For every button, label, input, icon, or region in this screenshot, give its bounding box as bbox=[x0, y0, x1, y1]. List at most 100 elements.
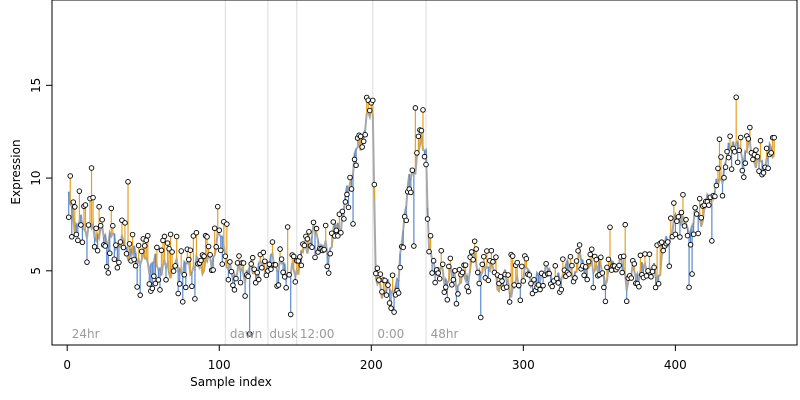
data-point bbox=[76, 188, 83, 194]
data-point bbox=[418, 127, 425, 134]
data-point bbox=[756, 168, 762, 174]
data-point bbox=[573, 258, 580, 264]
data-point bbox=[642, 251, 648, 257]
data-point bbox=[306, 229, 312, 235]
data-point bbox=[145, 232, 151, 239]
data-point bbox=[234, 260, 241, 266]
data-point bbox=[537, 286, 543, 293]
data-point bbox=[420, 107, 426, 113]
data-point bbox=[721, 175, 727, 181]
phase-label: 48hr bbox=[431, 327, 459, 341]
data-point bbox=[284, 224, 291, 230]
data-point bbox=[517, 297, 524, 303]
data-point bbox=[690, 231, 697, 237]
data-point bbox=[587, 251, 593, 258]
data-point bbox=[129, 231, 136, 238]
data-point bbox=[360, 138, 367, 145]
data-point bbox=[620, 253, 627, 260]
data-point bbox=[312, 254, 318, 261]
data-point bbox=[180, 299, 186, 305]
data-point bbox=[281, 274, 288, 280]
data-point bbox=[125, 179, 131, 185]
data-point bbox=[237, 279, 244, 286]
data-point bbox=[465, 288, 472, 295]
data-point bbox=[73, 231, 80, 238]
data-point bbox=[543, 260, 549, 267]
data-point bbox=[698, 215, 704, 221]
data-point bbox=[739, 167, 746, 174]
data-point bbox=[161, 233, 168, 240]
data-point bbox=[674, 218, 680, 224]
data-point bbox=[149, 285, 156, 292]
data-point bbox=[254, 269, 261, 276]
data-point bbox=[367, 107, 373, 114]
data-point bbox=[602, 298, 609, 305]
data-point bbox=[478, 314, 484, 321]
data-point bbox=[173, 233, 180, 240]
data-point bbox=[479, 261, 486, 268]
data-point bbox=[249, 254, 256, 261]
data-point bbox=[169, 249, 175, 255]
data-point bbox=[757, 137, 764, 144]
data-point bbox=[327, 250, 333, 257]
x-tick-label: 200 bbox=[360, 358, 383, 372]
data-point bbox=[519, 263, 525, 270]
data-point bbox=[719, 193, 726, 199]
data-point bbox=[598, 254, 604, 261]
data-point bbox=[585, 258, 592, 265]
data-point bbox=[450, 276, 457, 283]
data-point bbox=[643, 273, 650, 279]
data-point bbox=[675, 214, 682, 220]
data-point bbox=[391, 309, 397, 315]
data-point bbox=[287, 311, 294, 318]
data-point bbox=[427, 233, 434, 239]
data-point bbox=[186, 256, 192, 263]
data-point bbox=[706, 202, 712, 208]
data-point bbox=[681, 223, 688, 229]
data-point bbox=[652, 284, 659, 291]
data-point bbox=[462, 262, 469, 268]
data-point bbox=[97, 222, 104, 229]
data-point bbox=[471, 238, 478, 244]
data-point bbox=[292, 279, 299, 285]
data-point bbox=[193, 229, 200, 236]
data-point bbox=[176, 281, 183, 287]
data-point bbox=[286, 272, 292, 278]
data-point bbox=[216, 227, 222, 234]
data-point bbox=[79, 239, 86, 246]
data-point bbox=[214, 203, 221, 210]
data-point bbox=[666, 263, 673, 269]
data-point bbox=[304, 236, 311, 242]
data-point bbox=[99, 216, 105, 223]
data-point bbox=[268, 266, 274, 272]
data-point bbox=[581, 272, 587, 279]
data-point bbox=[251, 266, 257, 272]
data-point bbox=[452, 267, 458, 274]
data-point bbox=[110, 223, 116, 229]
data-point bbox=[341, 216, 347, 222]
data-point bbox=[181, 272, 188, 278]
data-point bbox=[622, 221, 628, 228]
data-point bbox=[324, 263, 330, 270]
data-point bbox=[275, 282, 282, 288]
data-point bbox=[554, 275, 560, 282]
data-point bbox=[499, 278, 505, 284]
data-point bbox=[588, 246, 595, 252]
data-point bbox=[531, 277, 537, 283]
y-axis: 5 10 15 bbox=[29, 78, 52, 275]
data-point bbox=[560, 256, 566, 262]
data-point bbox=[763, 145, 770, 152]
data-point bbox=[718, 154, 724, 160]
data-point bbox=[344, 191, 350, 198]
data-point bbox=[126, 241, 133, 247]
data-point bbox=[616, 262, 622, 269]
data-point bbox=[411, 243, 417, 249]
data-point bbox=[357, 133, 364, 140]
data-point bbox=[91, 244, 98, 250]
data-point bbox=[164, 240, 171, 246]
data-point bbox=[82, 202, 89, 208]
data-point bbox=[108, 205, 115, 212]
data-point bbox=[114, 265, 121, 271]
phase-label: dawn bbox=[230, 327, 262, 341]
data-point bbox=[325, 270, 332, 276]
